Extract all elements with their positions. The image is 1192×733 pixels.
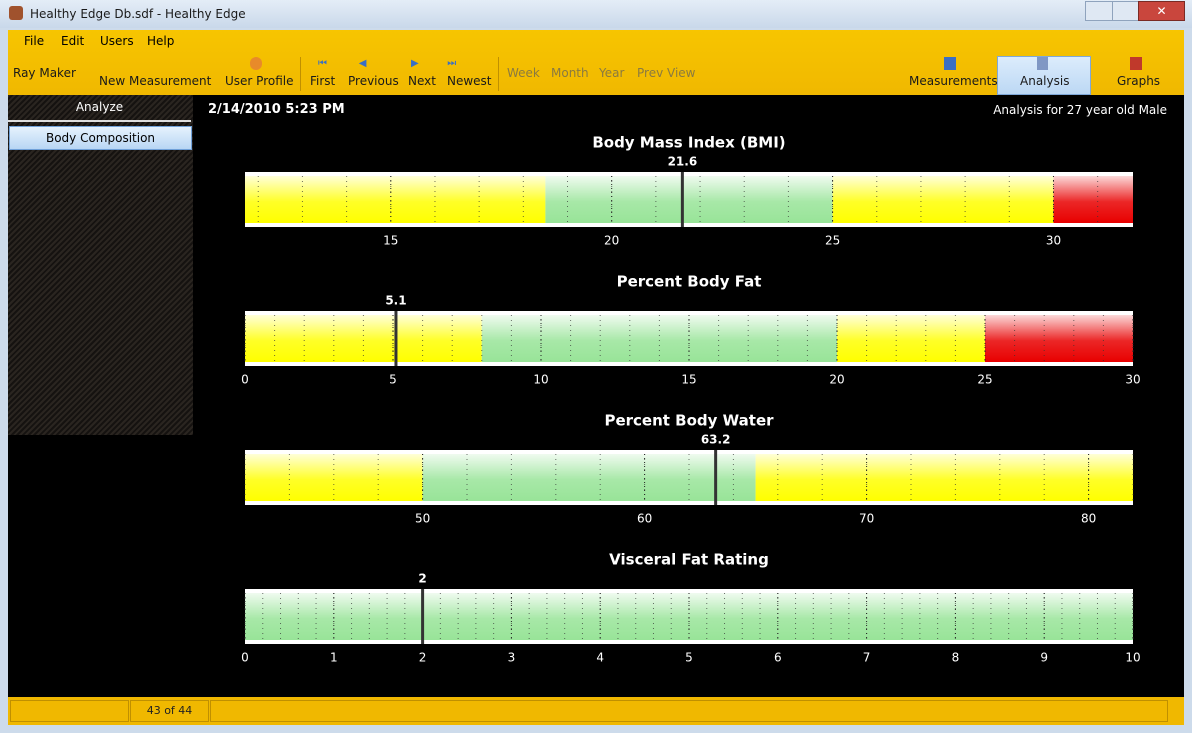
toolbar-button[interactable]: New Measurement bbox=[99, 74, 212, 88]
menu-item[interactable]: Edit bbox=[61, 34, 85, 48]
view-button[interactable]: Analysis bbox=[1020, 74, 1070, 88]
gauges: Body Mass Index (BMI)15 20 25 3021.6Percent… bbox=[241, 134, 1140, 665]
period-button[interactable]: Prev View bbox=[637, 66, 696, 80]
x-tick-label: 1 bbox=[330, 651, 338, 665]
period-button[interactable]: Week bbox=[507, 66, 540, 80]
x-tick-label: 30 bbox=[1046, 234, 1061, 248]
sidebar bbox=[8, 95, 193, 435]
x-tick-label: 9 bbox=[1040, 651, 1048, 665]
menu-item[interactable]: Users bbox=[100, 34, 134, 48]
profile-icon bbox=[250, 57, 262, 70]
x-tick-label: 25 bbox=[825, 234, 840, 248]
minimize-button[interactable] bbox=[1085, 1, 1113, 21]
sidebar-header: Analyze bbox=[75, 100, 124, 114]
gauge-title: Body Mass Index (BMI) bbox=[592, 134, 785, 152]
x-tick-label: 80 bbox=[1081, 512, 1096, 526]
x-tick-label: 5 bbox=[389, 373, 397, 387]
divider bbox=[8, 120, 191, 122]
x-tick-label: 15 bbox=[681, 373, 696, 387]
nav-icons: ⏮ ◀ ▶ ⏭ bbox=[318, 58, 457, 69]
sheen bbox=[245, 315, 1133, 362]
period-button[interactable]: Month bbox=[551, 66, 589, 80]
sheen bbox=[245, 176, 1133, 223]
value-label: 5.1 bbox=[385, 294, 406, 308]
x-tick-label: 2 bbox=[419, 651, 427, 665]
x-tick-label: 10 bbox=[533, 373, 548, 387]
x-tick-label: 3 bbox=[508, 651, 516, 665]
view-icon bbox=[1130, 57, 1142, 70]
record-counter: 43 of 44 bbox=[130, 700, 209, 722]
x-tick-label: 30 bbox=[1125, 373, 1140, 387]
x-tick-label: 15 bbox=[383, 234, 398, 248]
status-panel bbox=[210, 700, 1168, 722]
toolbar-button[interactable]: Next bbox=[408, 74, 436, 88]
x-tick-label: 8 bbox=[952, 651, 960, 665]
view-icon bbox=[944, 57, 956, 70]
date: 2/14/2010 5:23 PM bbox=[208, 102, 345, 117]
window-title: Healthy Edge Db.sdf - Healthy Edge bbox=[30, 7, 246, 21]
view-button[interactable]: Measurements bbox=[909, 74, 998, 88]
status-panel bbox=[10, 700, 129, 722]
selected-view bbox=[997, 56, 1091, 95]
toolbar-button[interactable]: Previous bbox=[348, 74, 399, 88]
menu-item[interactable]: Help bbox=[147, 34, 175, 48]
view-icon bbox=[1037, 57, 1048, 70]
x-tick-label: 5 bbox=[685, 651, 693, 665]
sidebar-item[interactable]: Body Composition bbox=[9, 126, 192, 150]
value-label: 63.2 bbox=[701, 433, 731, 447]
menu-item[interactable]: File bbox=[24, 34, 45, 48]
toolbar-button[interactable]: User Profile bbox=[225, 74, 294, 88]
toolbar-button[interactable]: First bbox=[310, 74, 336, 88]
period-button[interactable]: Year bbox=[599, 66, 625, 80]
gauge-title: Percent Body Fat bbox=[617, 273, 762, 291]
title-bar bbox=[0, 0, 1192, 28]
view-button[interactable]: Graphs bbox=[1117, 74, 1161, 88]
x-tick-label: 70 bbox=[859, 512, 874, 526]
x-tick-label: 0 bbox=[241, 651, 249, 665]
close-button[interactable]: ✕ bbox=[1138, 1, 1185, 21]
x-tick-label: 60 bbox=[637, 512, 652, 526]
app-icon bbox=[9, 6, 23, 20]
x-tick-label: 6 bbox=[774, 651, 782, 665]
analysis-label: Analysis for 27 year old Male bbox=[993, 103, 1167, 117]
toolbar-area bbox=[8, 30, 1184, 95]
toolbar-button[interactable]: Newest bbox=[447, 74, 492, 88]
x-tick-label: 20 bbox=[829, 373, 844, 387]
maximize-button[interactable] bbox=[1112, 1, 1139, 21]
x-tick-label: 10 bbox=[1125, 651, 1140, 665]
value-label: 21.6 bbox=[668, 155, 698, 169]
separator bbox=[300, 57, 301, 91]
gauge-title: Visceral Fat Rating bbox=[609, 551, 769, 569]
x-tick-label: 4 bbox=[596, 651, 604, 665]
sheen bbox=[245, 593, 1133, 640]
x-tick-label: 50 bbox=[415, 512, 430, 526]
user-selector[interactable]: Ray Maker bbox=[13, 66, 76, 80]
x-tick-label: 20 bbox=[604, 234, 619, 248]
x-tick-label: 7 bbox=[863, 651, 871, 665]
x-tick-label: 25 bbox=[977, 373, 992, 387]
x-tick-label: 0 bbox=[241, 373, 249, 387]
sheen bbox=[245, 454, 1133, 501]
status-bar bbox=[8, 697, 1184, 725]
separator bbox=[498, 57, 499, 91]
value-label: 2 bbox=[418, 572, 426, 586]
gauge-title: Percent Body Water bbox=[604, 412, 774, 430]
